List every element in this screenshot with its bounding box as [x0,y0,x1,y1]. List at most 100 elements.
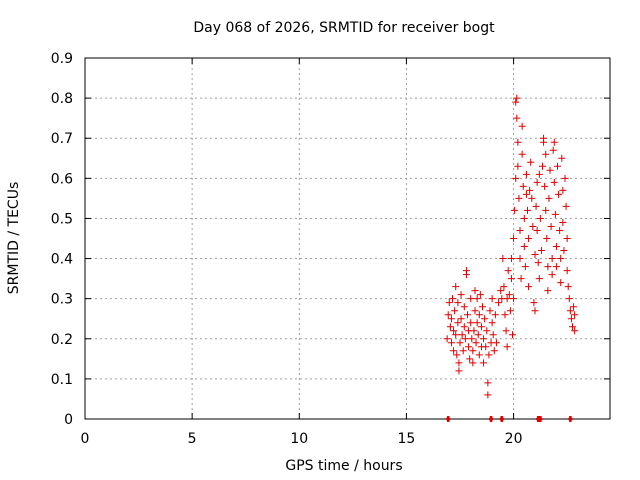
y-tick-label: 0.5 [51,211,73,227]
y-tick-label: 0.3 [51,292,73,308]
data-point-marker [482,343,490,351]
data-point-marker [495,299,503,307]
data-point-marker [520,243,528,251]
data-point-marker [462,267,470,275]
data-point-marker [466,355,474,363]
data-point-marker [547,222,555,230]
data-point-marker [557,279,565,287]
data-point-marker [562,202,570,210]
data-point-marker [454,299,462,307]
data-point-marker [548,271,556,279]
data-point-marker [477,323,485,331]
data-point-marker [469,359,477,367]
data-point-marker [464,311,471,319]
data-point-marker [443,335,451,343]
data-point-marker [550,178,558,186]
data-point-marker [468,335,476,343]
data-point-marker [497,287,505,295]
data-point-marker [461,335,469,343]
data-point-marker [540,134,548,142]
data-point-marker [520,214,528,222]
data-point-marker [455,359,463,367]
data-point-marker [532,202,540,210]
data-point-marker [449,295,456,303]
y-tick-label: 0.1 [51,372,73,388]
data-point-marker [488,319,496,327]
data-point-marker [475,311,483,319]
data-point-marker [514,162,522,170]
data-point-marker [447,339,455,347]
y-tick-label: 0.4 [51,252,73,268]
data-point-marker [450,327,458,335]
data-point-marker [457,315,465,323]
data-point-marker [571,311,579,319]
zero-value-marker [538,416,543,422]
data-point-marker [559,218,567,226]
data-point-marker [539,162,546,170]
data-point-marker [480,335,488,343]
data-point-marker [451,307,459,315]
data-point-marker [459,347,467,355]
chart-title: Day 068 of 2026, SRMTID for receiver bog… [193,20,495,36]
data-point-marker [513,114,521,122]
data-point-marker [503,343,511,351]
data-point-marker [485,351,493,359]
data-point-marker [447,315,455,323]
y-axis-label: SRMTID / TECUs [6,182,22,295]
data-point-marker [530,299,538,307]
zero-value-marker [489,416,494,422]
data-point-marker [522,170,530,178]
data-point-marker [557,255,565,263]
data-point-marker [526,186,534,194]
x-tick-label: 0 [81,431,90,447]
data-point-marker [531,251,539,259]
data-point-marker [514,138,522,146]
data-point-marker [536,214,544,222]
data-point-marker [452,331,460,339]
data-point-marker [560,247,568,255]
data-point-marker [533,178,541,186]
data-point-marker [474,331,482,339]
data-point-marker [512,174,520,182]
data-point-marker [452,283,460,291]
data-point-marker [499,255,507,263]
data-point-marker [529,222,537,230]
data-point-marker [528,194,536,202]
data-point-marker [554,162,561,170]
data-point-marker [552,243,560,251]
data-point-marker [544,287,552,295]
x-axis-label: GPS time / hours [285,458,402,474]
data-point-marker [537,247,545,255]
data-point-marker [556,226,564,234]
data-point-marker [566,307,574,315]
data-point-marker [545,194,553,202]
data-point-marker [446,323,454,331]
data-point-marker [471,287,479,295]
data-point-marker [541,182,549,190]
data-point-marker [546,166,554,174]
data-point-marker [549,146,557,154]
y-tick-label: 0.8 [51,91,73,107]
data-point-marker [570,303,578,311]
y-tick-label: 0.7 [51,131,73,147]
data-point-marker [457,291,465,299]
data-point-marker [444,311,452,319]
data-point-marker [518,122,526,130]
data-point-marker [524,206,531,214]
data-point-marker [454,319,462,327]
data-point-marker [501,311,509,319]
data-point-marker [455,367,463,375]
data-point-marker [548,255,556,263]
data-point-marker [534,259,542,267]
data-point-marker [473,295,481,303]
data-point-marker [561,174,569,182]
data-point-marker [500,283,508,291]
data-point-marker [467,295,475,303]
data-point-marker [473,319,481,327]
data-point-marker [471,307,479,315]
data-point-marker [489,331,497,339]
zero-value-marker [568,416,573,422]
data-point-marker [486,307,494,315]
data-point-marker [481,315,489,323]
